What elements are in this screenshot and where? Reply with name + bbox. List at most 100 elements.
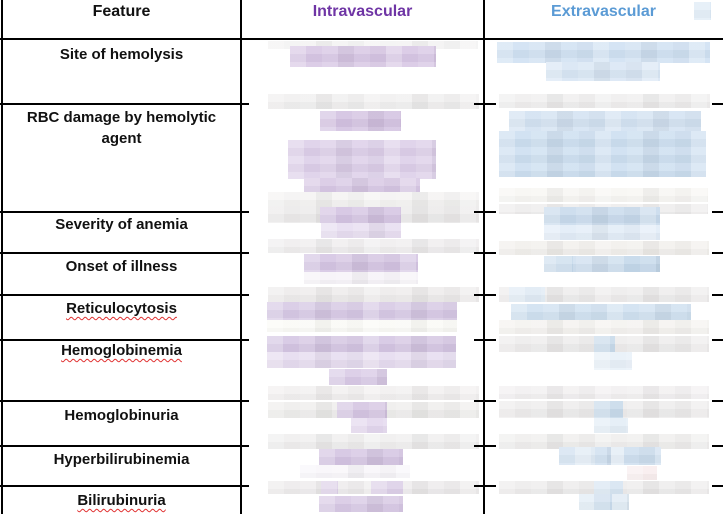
redacted-cell-content xyxy=(304,178,420,194)
redacted-cell-content xyxy=(290,46,436,67)
redacted-cell-content xyxy=(627,466,657,480)
redacted-cell-content xyxy=(321,223,401,238)
redacted-cell-content xyxy=(544,225,660,240)
redacted-cell-content xyxy=(594,481,623,494)
redacted-cell-content xyxy=(268,386,479,400)
feature-label: Site of hemolysis xyxy=(59,46,184,63)
feature-cell-hemoglobinemia: Hemoglobinemia xyxy=(2,340,241,361)
table-row-border xyxy=(712,485,723,487)
table-row-border xyxy=(474,103,496,105)
table-row-border xyxy=(0,445,249,447)
redacted-cell-content xyxy=(267,352,456,368)
redacted-cell-content xyxy=(499,94,710,108)
table-row-border xyxy=(712,252,723,254)
column-header-feature: Feature xyxy=(92,3,151,20)
table-row-border xyxy=(0,252,249,254)
feature-cell-reticulocytosis: Reticulocytosis xyxy=(2,298,241,319)
column-header-extravascular: Extravascular xyxy=(551,3,656,20)
table-row-border xyxy=(0,485,249,487)
redacted-cell-content xyxy=(268,287,479,302)
redacted-cell-content xyxy=(499,386,709,399)
redacted-cell-content xyxy=(608,256,660,272)
redacted-cell-content xyxy=(499,188,708,202)
redacted-cell-content xyxy=(319,496,403,512)
table-row-border xyxy=(474,445,496,447)
redacted-cell-content xyxy=(544,207,660,225)
feature-cell-rbc-damage: RBC damage by hemolytic agent xyxy=(2,107,241,149)
feature-label: Bilirubinuria xyxy=(77,492,166,509)
redacted-cell-content xyxy=(497,42,710,63)
redacted-cell-content xyxy=(268,94,479,109)
redacted-cell-content xyxy=(321,481,338,494)
table-row-border xyxy=(712,400,723,402)
redacted-cell-content xyxy=(509,111,701,134)
table-row-border xyxy=(474,485,496,487)
redacted-cell-content xyxy=(304,272,418,284)
table-border-header xyxy=(0,38,723,40)
redacted-cell-content xyxy=(268,192,479,209)
table-row-border xyxy=(0,103,249,105)
redacted-cell-content xyxy=(268,41,478,49)
redacted-cell-content xyxy=(300,465,410,478)
redacted-cell-content xyxy=(694,2,711,20)
redacted-cell-content xyxy=(594,418,628,433)
redacted-cell-content xyxy=(611,447,624,465)
redacted-cell-content xyxy=(329,369,387,385)
redacted-cell-content xyxy=(594,494,612,510)
redacted-cell-content xyxy=(499,434,709,449)
redacted-cell-content xyxy=(320,111,401,131)
feature-label: Hemoglobinuria xyxy=(64,407,179,424)
table-border-col2 xyxy=(483,0,485,514)
redacted-cell-content xyxy=(319,449,403,465)
table-row-border xyxy=(0,339,249,341)
redacted-cell-content xyxy=(575,447,595,465)
feature-label: Onset of illness xyxy=(65,258,178,275)
redacted-cell-content xyxy=(499,131,706,177)
table-row-border xyxy=(0,400,249,402)
feature-label: Hyperbilirubinemia xyxy=(53,451,190,468)
redacted-cell-content xyxy=(267,302,457,320)
redacted-cell-content xyxy=(511,304,691,320)
column-header-intravascular: Intravascular xyxy=(312,3,413,20)
redacted-cell-content xyxy=(594,352,632,370)
feature-cell-severity-of-anemia: Severity of anemia xyxy=(2,214,241,235)
redacted-cell-content xyxy=(320,207,401,223)
table-row-border xyxy=(712,103,723,105)
redacted-cell-content xyxy=(546,62,660,81)
redacted-cell-content xyxy=(337,402,387,418)
table-row-border xyxy=(0,294,249,296)
feature-label: Severity of anemia xyxy=(55,216,188,233)
redacted-cell-content xyxy=(304,254,418,272)
redacted-cell-content xyxy=(594,401,623,418)
table-border-col1 xyxy=(240,0,242,514)
redacted-cell-content xyxy=(499,320,709,334)
feature-cell-site-of-hemolysis: Site of hemolysis xyxy=(2,44,241,65)
feature-cell-bilirubinuria: Bilirubinuria xyxy=(2,490,241,511)
redacted-cell-content xyxy=(509,287,545,302)
feature-label: Hemoglobinemia xyxy=(61,342,182,359)
table-row-border xyxy=(474,339,496,341)
feature-label: Reticulocytosis xyxy=(66,300,177,317)
table-row-border xyxy=(474,211,496,213)
table-row-border xyxy=(0,211,249,213)
redacted-cell-content xyxy=(267,336,456,352)
feature-label: RBC damage by hemolytic agent xyxy=(26,109,217,147)
redacted-cell-content xyxy=(267,320,457,332)
redacted-cell-content xyxy=(288,140,436,179)
redacted-cell-content xyxy=(499,241,709,255)
table-border-left xyxy=(1,0,3,514)
redacted-cell-content xyxy=(594,336,615,352)
table-row-border xyxy=(712,445,723,447)
feature-cell-hyperbilirubinemia: Hyperbilirubinemia xyxy=(2,449,241,470)
redacted-cell-content xyxy=(268,434,479,449)
table-row-border xyxy=(474,252,496,254)
redacted-cell-content xyxy=(556,256,573,272)
redacted-cell-content xyxy=(371,481,403,494)
table-row-border xyxy=(474,294,496,296)
feature-cell-hemoglobinuria: Hemoglobinuria xyxy=(2,405,241,426)
feature-cell-onset-of-illness: Onset of illness xyxy=(2,256,241,277)
table-row-border xyxy=(474,400,496,402)
table-row-border xyxy=(712,339,723,341)
redacted-cell-content xyxy=(268,239,479,253)
